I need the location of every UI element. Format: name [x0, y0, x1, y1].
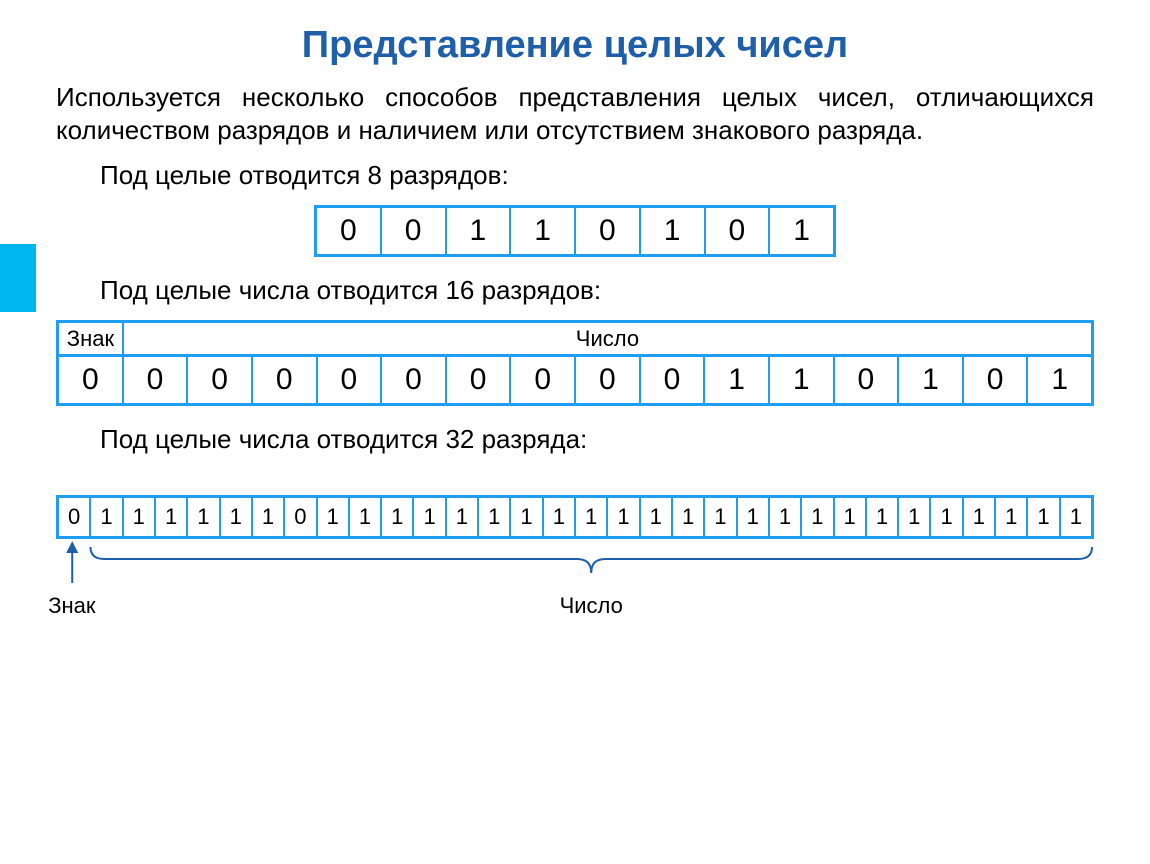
bit-cell: 1 [899, 498, 931, 536]
bit-cell: 1 [641, 208, 706, 254]
bit-cell: 1 [705, 357, 770, 403]
bits16-header-sign: Знак [59, 323, 124, 354]
bit-cell: 1 [835, 498, 867, 536]
bits32-annotation-labels: Знак Число [56, 593, 1094, 625]
page-title: Представление целых чисел [56, 24, 1094, 67]
bit-cell: 0 [124, 357, 189, 403]
bits16-row: 0000000000110101 [56, 354, 1094, 406]
bit-cell: 0 [511, 357, 576, 403]
bit-cell: 1 [414, 498, 446, 536]
left-accent-bar [0, 244, 36, 312]
bit-cell: 1 [1028, 498, 1060, 536]
bits8-row: 00110101 [314, 205, 836, 257]
bit-cell: 1 [641, 498, 673, 536]
bits32-annotation-svg [56, 539, 1094, 593]
bit-cell: 1 [802, 498, 834, 536]
bit-cell: 1 [188, 498, 220, 536]
bit-cell: 1 [382, 498, 414, 536]
bit-cell: 0 [576, 357, 641, 403]
bit-cell: 1 [931, 498, 963, 536]
bit-cell: 1 [899, 357, 964, 403]
bit-cell: 1 [770, 208, 833, 254]
bit-cell: 1 [996, 498, 1028, 536]
bits32-container: 01111110111111111111111111111111 Знак Чи… [56, 495, 1094, 625]
bit-cell: 0 [188, 357, 253, 403]
bit-cell: 0 [318, 357, 383, 403]
bit-cell: 1 [738, 498, 770, 536]
bit-cell: 1 [705, 498, 737, 536]
bit-cell: 0 [576, 208, 641, 254]
bits32-number-label: Число [560, 593, 623, 619]
bit-cell: 1 [511, 208, 576, 254]
bit-cell: 1 [770, 498, 802, 536]
bit-cell: 0 [253, 357, 318, 403]
bit-cell: 1 [867, 498, 899, 536]
bit-cell: 1 [608, 498, 640, 536]
bit-cell: 0 [382, 208, 447, 254]
bit-cell: 1 [221, 498, 253, 536]
bit-cell: 0 [285, 498, 317, 536]
bit-cell: 1 [770, 357, 835, 403]
bit-cell: 1 [673, 498, 705, 536]
bit-cell: 0 [59, 357, 124, 403]
bit-cell: 0 [641, 357, 706, 403]
section8-heading: Под целые отводится 8 разрядов: [100, 160, 1094, 191]
bit-cell: 1 [1028, 357, 1091, 403]
bits8-container: 00110101 [314, 205, 836, 257]
bit-cell: 1 [447, 208, 512, 254]
bit-cell: 1 [1061, 498, 1091, 536]
bit-cell: 0 [317, 208, 382, 254]
bit-cell: 1 [544, 498, 576, 536]
bit-cell: 0 [59, 498, 91, 536]
bits16-header-number: Число [124, 323, 1091, 354]
bit-cell: 1 [576, 498, 608, 536]
bits16-header: Знак Число [56, 320, 1094, 354]
bit-cell: 0 [382, 357, 447, 403]
bit-cell: 0 [964, 357, 1029, 403]
section32-heading: Под целые числа отводится 32 разряда: [100, 424, 1094, 455]
bit-cell: 1 [91, 498, 123, 536]
section16-heading: Под целые числа отводится 16 разрядов: [100, 275, 1094, 306]
bit-cell: 1 [511, 498, 543, 536]
bit-cell: 1 [156, 498, 188, 536]
bit-cell: 0 [835, 357, 900, 403]
bit-cell: 1 [479, 498, 511, 536]
bits16-container: Знак Число 0000000000110101 [56, 320, 1094, 406]
bits32-sign-label: Знак [48, 593, 95, 619]
bits32-row: 01111110111111111111111111111111 [56, 495, 1094, 539]
slide-content: Представление целых чисел Используется н… [0, 0, 1150, 625]
bit-cell: 1 [318, 498, 350, 536]
bit-cell: 1 [124, 498, 156, 536]
bit-cell: 1 [447, 498, 479, 536]
bit-cell: 1 [350, 498, 382, 536]
bit-cell: 0 [447, 357, 512, 403]
bit-cell: 1 [964, 498, 996, 536]
bit-cell: 0 [706, 208, 771, 254]
intro-paragraph: Используется несколько способов представ… [56, 81, 1094, 146]
bit-cell: 1 [253, 498, 285, 536]
